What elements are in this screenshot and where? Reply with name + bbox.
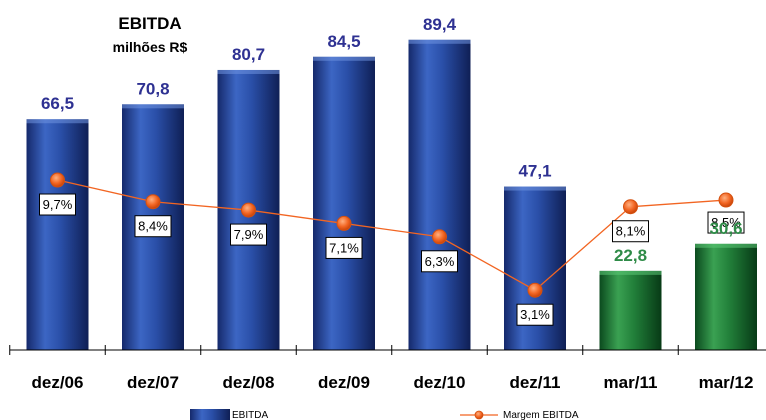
margin-label-dez/11: 3,1% bbox=[516, 303, 554, 326]
bar-value-label: 22,8 bbox=[614, 246, 647, 265]
bar-cap bbox=[313, 56, 375, 61]
margin-label-dez/08: 7,9% bbox=[230, 223, 267, 246]
bar-value-label: 47,1 bbox=[518, 162, 551, 181]
bar-rect bbox=[313, 56, 375, 350]
margin-label-text: 8,1% bbox=[616, 224, 646, 239]
margin-label-text: 8,5% bbox=[711, 215, 741, 230]
bar-cap bbox=[217, 69, 280, 74]
margin-label-box bbox=[134, 215, 172, 238]
bar-cap bbox=[26, 119, 89, 124]
margin-point-dez/06 bbox=[50, 172, 65, 188]
x-tick-label: dez/11 bbox=[509, 373, 560, 392]
bar-cap bbox=[504, 186, 566, 191]
x-tick-label: mar/12 bbox=[699, 373, 754, 392]
bar-cap bbox=[408, 39, 471, 44]
bar-dez/09 bbox=[313, 56, 375, 350]
margin-label-text: 8,4% bbox=[138, 219, 168, 234]
bar-rect bbox=[408, 39, 471, 350]
bar-value-label: 80,7 bbox=[232, 45, 265, 64]
margin-point-dez/07 bbox=[145, 194, 161, 210]
bar-cap bbox=[599, 270, 662, 275]
bar-mar/11 bbox=[599, 270, 662, 350]
labels-layer: 66,5 70,8 80,7 84,5 89,4 47,1 22,8 30,6 bbox=[41, 15, 743, 265]
margin-label-text: 3,1% bbox=[520, 307, 550, 322]
margin-label-dez/09: 7,1% bbox=[325, 236, 363, 259]
margin-label-box bbox=[516, 303, 554, 326]
margin-label-dez/06: 9,7% bbox=[39, 193, 76, 216]
legend-item-ebitda: EBITDA bbox=[190, 409, 268, 420]
bar-value-label: 70,8 bbox=[136, 79, 169, 98]
legend-label-margem: Margem EBITDA bbox=[503, 410, 579, 420]
chart-subtitle: milhões R$ bbox=[113, 39, 188, 55]
margin-label-text: 6,3% bbox=[425, 254, 455, 269]
margin-label-dez/10: 6,3% bbox=[421, 250, 458, 273]
bar-dez/06 bbox=[26, 119, 89, 351]
bar-value-label: 30,6 bbox=[709, 219, 742, 238]
bar-value-label: 66,5 bbox=[41, 94, 74, 113]
legend-label-ebitda: EBITDA bbox=[232, 410, 268, 420]
margin-label-dez/07: 8,4% bbox=[134, 215, 172, 238]
legend-dot-margem bbox=[474, 410, 484, 420]
legend-item-margem: Margem EBITDA bbox=[460, 410, 579, 420]
x-tick-label: dez/08 bbox=[223, 373, 275, 392]
margin-label-text: 7,9% bbox=[234, 227, 264, 242]
bar-mar/12 bbox=[695, 243, 757, 350]
x-tick-label: mar/11 bbox=[604, 373, 658, 392]
bar-rect bbox=[695, 243, 757, 350]
margin-point-dez/10 bbox=[432, 229, 447, 245]
margin-label-box bbox=[421, 250, 458, 273]
legend-swatch-ebitda bbox=[190, 409, 230, 420]
bar-cap bbox=[122, 104, 184, 109]
margin-label-mar/11: 8,1% bbox=[612, 220, 649, 243]
chart-title: EBITDA bbox=[118, 14, 181, 33]
margin-line-layer: 9,7% 8,4% 7,9% 7,1% 6,3% 3,1% 8,1% 8,5% bbox=[39, 172, 745, 326]
bar-value-label: 89,4 bbox=[423, 15, 457, 34]
bar-value-label: 84,5 bbox=[327, 32, 360, 51]
margin-point-dez/09 bbox=[336, 215, 352, 231]
bar-rect bbox=[26, 119, 89, 351]
legend: EBITDA Margem EBITDA bbox=[190, 409, 579, 420]
margin-label-text: 9,7% bbox=[43, 197, 73, 212]
bar-cap bbox=[695, 243, 757, 248]
x-tick-label: dez/07 bbox=[127, 373, 179, 392]
x-tick-label: dez/06 bbox=[32, 373, 84, 392]
margin-label-box bbox=[612, 220, 649, 243]
x-tick-label: dez/09 bbox=[318, 373, 370, 392]
margin-label-box bbox=[325, 236, 363, 259]
margin-label-box bbox=[39, 193, 76, 216]
margin-point-mar/11 bbox=[623, 199, 638, 215]
margin-label-mar/12: 8,5% bbox=[707, 211, 745, 234]
margin-point-mar/12 bbox=[718, 192, 734, 208]
margin-label-text: 7,1% bbox=[329, 240, 359, 255]
margin-point-dez/11 bbox=[527, 282, 543, 298]
margin-label-box bbox=[707, 211, 745, 234]
bar-rect bbox=[599, 270, 662, 350]
bars-layer bbox=[26, 39, 757, 351]
margin-label-box bbox=[230, 223, 267, 246]
margin-point-dez/08 bbox=[241, 202, 256, 218]
x-axis: dez/06 dez/07 dez/08 dez/09 dez/10 dez/11 mar/… bbox=[9, 345, 766, 392]
bar-dez/10 bbox=[408, 39, 471, 350]
x-tick-label: dez/10 bbox=[414, 373, 466, 392]
